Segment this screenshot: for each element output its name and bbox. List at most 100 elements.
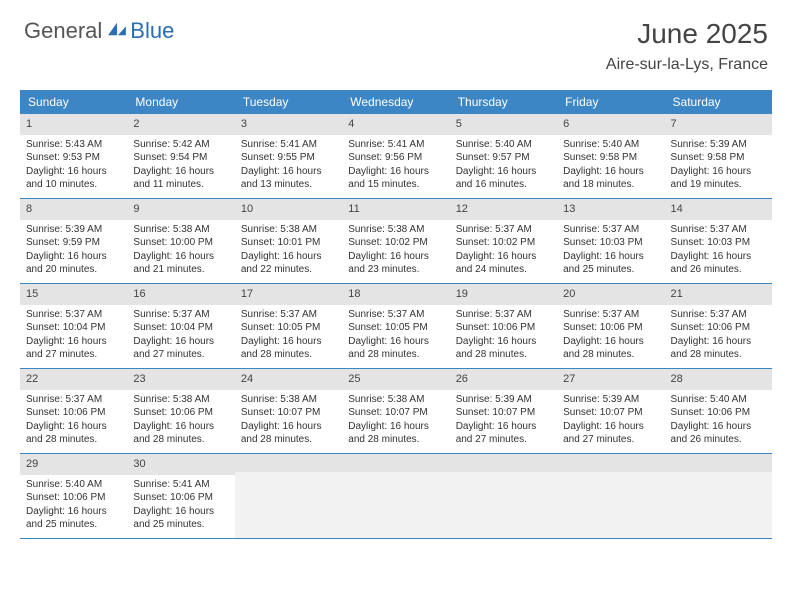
- day-cell: 22Sunrise: 5:37 AMSunset: 10:06 PMDaylig…: [20, 369, 127, 453]
- daylight-line: Daylight: 16 hours and 15 minutes.: [348, 165, 443, 192]
- sunrise-line: Sunrise: 5:37 AM: [671, 308, 766, 322]
- day-body: Sunrise: 5:37 AMSunset: 10:05 PMDaylight…: [342, 305, 449, 368]
- week-row: 1Sunrise: 5:43 AMSunset: 9:53 PMDaylight…: [20, 114, 772, 199]
- daylight-line: Daylight: 16 hours and 20 minutes.: [26, 250, 121, 277]
- day-cell: 21Sunrise: 5:37 AMSunset: 10:06 PMDaylig…: [665, 284, 772, 368]
- sunrise-line: Sunrise: 5:37 AM: [456, 223, 551, 237]
- week-row: 8Sunrise: 5:39 AMSunset: 9:59 PMDaylight…: [20, 199, 772, 284]
- sunset-line: Sunset: 10:02 PM: [456, 236, 551, 250]
- daylight-line: Daylight: 16 hours and 13 minutes.: [241, 165, 336, 192]
- logo-text-general: General: [24, 18, 102, 44]
- daylight-line: Daylight: 16 hours and 27 minutes.: [133, 335, 228, 362]
- day-body: Sunrise: 5:40 AMSunset: 9:57 PMDaylight:…: [450, 135, 557, 198]
- day-body: Sunrise: 5:38 AMSunset: 10:02 PMDaylight…: [342, 220, 449, 283]
- daylight-line: Daylight: 16 hours and 28 minutes.: [348, 420, 443, 447]
- sunrise-line: Sunrise: 5:37 AM: [133, 308, 228, 322]
- sunset-line: Sunset: 9:58 PM: [563, 151, 658, 165]
- day-cell: 5Sunrise: 5:40 AMSunset: 9:57 PMDaylight…: [450, 114, 557, 198]
- day-body: Sunrise: 5:38 AMSunset: 10:00 PMDaylight…: [127, 220, 234, 283]
- sunset-line: Sunset: 10:07 PM: [563, 406, 658, 420]
- sunrise-line: Sunrise: 5:40 AM: [563, 138, 658, 152]
- day-body: Sunrise: 5:37 AMSunset: 10:04 PMDaylight…: [127, 305, 234, 368]
- sunset-line: Sunset: 10:04 PM: [133, 321, 228, 335]
- day-number: 16: [127, 284, 234, 305]
- sunrise-line: Sunrise: 5:37 AM: [671, 223, 766, 237]
- day-number: 4: [342, 114, 449, 135]
- day-number: 15: [20, 284, 127, 305]
- day-number: 26: [450, 369, 557, 390]
- sunset-line: Sunset: 10:06 PM: [26, 491, 121, 505]
- logo-sail-icon: [104, 21, 128, 42]
- location: Aire-sur-la-Lys, France: [606, 56, 768, 74]
- day-body: Sunrise: 5:42 AMSunset: 9:54 PMDaylight:…: [127, 135, 234, 198]
- sunset-line: Sunset: 9:54 PM: [133, 151, 228, 165]
- day-cell: 1Sunrise: 5:43 AMSunset: 9:53 PMDaylight…: [20, 114, 127, 198]
- day-number: 18: [342, 284, 449, 305]
- weekday-header: Tuesday: [235, 90, 342, 114]
- sunrise-line: Sunrise: 5:39 AM: [26, 223, 121, 237]
- sunset-line: Sunset: 10:04 PM: [26, 321, 121, 335]
- sunrise-line: Sunrise: 5:39 AM: [456, 393, 551, 407]
- header: General Blue June 2025 Aire-sur-la-Lys, …: [0, 0, 792, 82]
- sunrise-line: Sunrise: 5:41 AM: [241, 138, 336, 152]
- weekday-header: Thursday: [450, 90, 557, 114]
- day-number: 20: [557, 284, 664, 305]
- day-body: Sunrise: 5:38 AMSunset: 10:01 PMDaylight…: [235, 220, 342, 283]
- week-row: 29Sunrise: 5:40 AMSunset: 10:06 PMDaylig…: [20, 454, 772, 539]
- sunset-line: Sunset: 10:00 PM: [133, 236, 228, 250]
- day-number: 12: [450, 199, 557, 220]
- daylight-line: Daylight: 16 hours and 28 minutes.: [456, 335, 551, 362]
- weekday-header-row: SundayMondayTuesdayWednesdayThursdayFrid…: [20, 90, 772, 114]
- day-cell: 7Sunrise: 5:39 AMSunset: 9:58 PMDaylight…: [665, 114, 772, 198]
- empty-day-cell: [235, 454, 342, 538]
- daylight-line: Daylight: 16 hours and 23 minutes.: [348, 250, 443, 277]
- sunset-line: Sunset: 9:57 PM: [456, 151, 551, 165]
- day-number: 17: [235, 284, 342, 305]
- day-number: 5: [450, 114, 557, 135]
- logo: General Blue: [24, 18, 174, 44]
- daylight-line: Daylight: 16 hours and 28 minutes.: [26, 420, 121, 447]
- sunset-line: Sunset: 9:59 PM: [26, 236, 121, 250]
- day-number: 25: [342, 369, 449, 390]
- day-body: Sunrise: 5:41 AMSunset: 9:56 PMDaylight:…: [342, 135, 449, 198]
- empty-day-cell: [665, 454, 772, 538]
- week-row: 22Sunrise: 5:37 AMSunset: 10:06 PMDaylig…: [20, 369, 772, 454]
- day-cell: 9Sunrise: 5:38 AMSunset: 10:00 PMDayligh…: [127, 199, 234, 283]
- daylight-line: Daylight: 16 hours and 27 minutes.: [456, 420, 551, 447]
- sunset-line: Sunset: 10:06 PM: [133, 406, 228, 420]
- day-body: Sunrise: 5:41 AMSunset: 10:06 PMDaylight…: [127, 475, 234, 538]
- daylight-line: Daylight: 16 hours and 26 minutes.: [671, 250, 766, 277]
- day-cell: 12Sunrise: 5:37 AMSunset: 10:02 PMDaylig…: [450, 199, 557, 283]
- logo-text-blue: Blue: [130, 18, 174, 44]
- day-body: Sunrise: 5:37 AMSunset: 10:04 PMDaylight…: [20, 305, 127, 368]
- day-cell: 17Sunrise: 5:37 AMSunset: 10:05 PMDaylig…: [235, 284, 342, 368]
- day-body: Sunrise: 5:37 AMSunset: 10:03 PMDaylight…: [665, 220, 772, 283]
- day-number: 3: [235, 114, 342, 135]
- sunrise-line: Sunrise: 5:39 AM: [563, 393, 658, 407]
- sunset-line: Sunset: 9:55 PM: [241, 151, 336, 165]
- day-body: Sunrise: 5:37 AMSunset: 10:06 PMDaylight…: [665, 305, 772, 368]
- daylight-line: Daylight: 16 hours and 27 minutes.: [563, 420, 658, 447]
- day-number: 28: [665, 369, 772, 390]
- sunrise-line: Sunrise: 5:38 AM: [241, 393, 336, 407]
- sunset-line: Sunset: 9:58 PM: [671, 151, 766, 165]
- sunrise-line: Sunrise: 5:38 AM: [133, 223, 228, 237]
- day-cell: 2Sunrise: 5:42 AMSunset: 9:54 PMDaylight…: [127, 114, 234, 198]
- daylight-line: Daylight: 16 hours and 28 minutes.: [241, 335, 336, 362]
- sunrise-line: Sunrise: 5:38 AM: [241, 223, 336, 237]
- day-number: 13: [557, 199, 664, 220]
- sunrise-line: Sunrise: 5:37 AM: [456, 308, 551, 322]
- day-cell: 18Sunrise: 5:37 AMSunset: 10:05 PMDaylig…: [342, 284, 449, 368]
- sunrise-line: Sunrise: 5:37 AM: [348, 308, 443, 322]
- sunrise-line: Sunrise: 5:41 AM: [133, 478, 228, 492]
- daylight-line: Daylight: 16 hours and 28 minutes.: [563, 335, 658, 362]
- sunrise-line: Sunrise: 5:40 AM: [26, 478, 121, 492]
- day-cell: 28Sunrise: 5:40 AMSunset: 10:06 PMDaylig…: [665, 369, 772, 453]
- day-body: Sunrise: 5:37 AMSunset: 10:06 PMDaylight…: [20, 390, 127, 453]
- day-body: Sunrise: 5:38 AMSunset: 10:06 PMDaylight…: [127, 390, 234, 453]
- day-cell: 16Sunrise: 5:37 AMSunset: 10:04 PMDaylig…: [127, 284, 234, 368]
- day-number: 6: [557, 114, 664, 135]
- day-body: Sunrise: 5:37 AMSunset: 10:02 PMDaylight…: [450, 220, 557, 283]
- daylight-line: Daylight: 16 hours and 27 minutes.: [26, 335, 121, 362]
- day-cell: 24Sunrise: 5:38 AMSunset: 10:07 PMDaylig…: [235, 369, 342, 453]
